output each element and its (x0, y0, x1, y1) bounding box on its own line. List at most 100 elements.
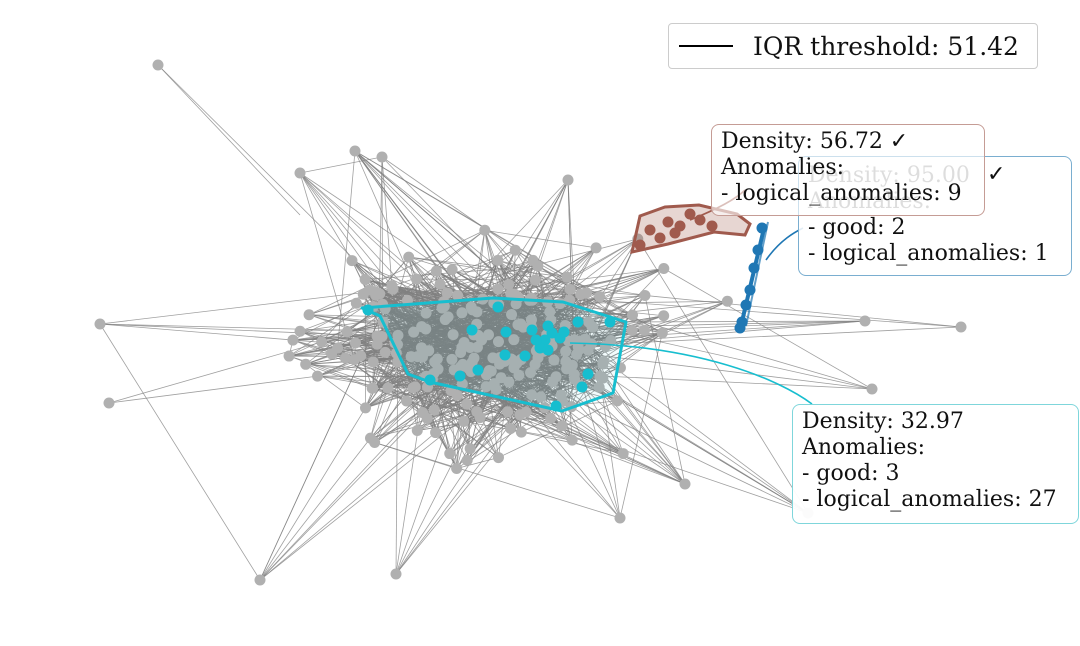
graph-node (94, 318, 106, 330)
graph-node (564, 283, 576, 295)
graph-node (349, 145, 361, 157)
graph-node (505, 422, 517, 434)
graph-node (461, 454, 473, 466)
cluster-node (756, 222, 768, 234)
graph-edge (663, 268, 873, 390)
graph-edge (587, 350, 624, 454)
graph-node (430, 265, 442, 277)
graph-node (866, 383, 878, 395)
cluster-node (499, 349, 511, 361)
cluster-node (582, 368, 594, 380)
graph-node (464, 443, 476, 455)
annotation-cluster-red: Density: 56.72 ✓ Anomalies: - logical_an… (711, 124, 985, 216)
graph-node (376, 330, 388, 342)
graph-edge (588, 320, 866, 323)
graph-node (614, 512, 626, 524)
graph-node (103, 397, 115, 409)
annotation-cluster-cyan: Density: 32.97 Anomalies: - good: 3 - lo… (792, 404, 1079, 524)
graph-node (658, 310, 670, 322)
graph-node (515, 426, 527, 438)
graph-node (430, 427, 442, 439)
cluster-blue-hull (738, 223, 767, 331)
graph-node (471, 406, 483, 418)
graph-node (529, 274, 541, 286)
graph-node (411, 425, 423, 437)
graph-node (566, 434, 578, 446)
graph-node (332, 342, 344, 354)
graph-edge (259, 432, 436, 581)
graph-edge (374, 442, 457, 469)
cluster-node (472, 364, 484, 376)
cluster-node (526, 324, 538, 336)
graph-node (367, 356, 379, 368)
graph-edge (308, 229, 485, 316)
graph-node (379, 346, 391, 358)
cluster-node (604, 316, 616, 328)
graph-node (390, 568, 402, 580)
graph-node (556, 420, 568, 432)
cluster-node (550, 400, 562, 412)
graph-edge (387, 387, 522, 433)
graph-node (458, 416, 470, 428)
cluster-node (734, 322, 746, 334)
graph-node (349, 337, 361, 349)
cluster-node (748, 262, 760, 274)
graph-node (859, 315, 871, 327)
annotation-anomalies-label: Anomalies: (802, 435, 926, 460)
graph-edge (299, 172, 353, 261)
cluster-node (542, 344, 554, 356)
graph-node (312, 370, 324, 382)
graph-node (254, 574, 266, 586)
cluster-node (634, 239, 646, 251)
graph-edge (559, 247, 597, 304)
cluster-node (752, 244, 764, 256)
cluster-node (572, 316, 584, 328)
graph-node (444, 448, 456, 460)
graph-node (639, 289, 651, 301)
cluster-node (644, 224, 656, 236)
graph-node (360, 402, 372, 414)
graph-edge (619, 332, 663, 519)
graph-node (503, 278, 515, 290)
graph-edge (484, 229, 597, 249)
legend-line-swatch (679, 45, 733, 47)
annotation-density: Density: 56.72 ✓ (721, 129, 909, 154)
graph-node (492, 283, 504, 295)
cluster-node (706, 220, 718, 232)
graph-node (479, 224, 491, 236)
graph-edge (544, 300, 571, 408)
graph-node (382, 382, 394, 394)
graph-node (303, 309, 315, 321)
graph-node (341, 326, 353, 338)
cluster-cyan (360, 296, 628, 413)
graph-edge (466, 376, 557, 461)
graph-node (300, 358, 312, 370)
annotation-item: - good: 2 (808, 215, 906, 240)
annotation-anomalies-label: Anomalies: (721, 155, 845, 180)
annotation-item: - good: 3 (802, 461, 900, 486)
graph-node (401, 395, 413, 407)
graph-node (594, 291, 606, 303)
graph-node (520, 406, 532, 418)
graph-node (639, 324, 651, 336)
graph-node (364, 432, 376, 444)
graph-node (617, 448, 629, 460)
graph-edge (395, 361, 399, 575)
graph-edge (108, 375, 318, 404)
cluster-node (530, 334, 542, 346)
cluster-node (492, 301, 504, 313)
cluster-node (576, 381, 588, 393)
graph-edge (157, 64, 301, 216)
annotation-item: - logical_anomalies: 9 (721, 181, 962, 206)
cluster-node (454, 370, 466, 382)
annotation-density: Density: 32.97 (802, 409, 964, 434)
graph-node (294, 167, 306, 179)
legend-label: IQR threshold: 51.42 (753, 31, 1019, 61)
graph-edge (370, 387, 389, 439)
graph-node (590, 242, 602, 254)
cluster-blue (734, 221, 769, 334)
graph-node (509, 244, 521, 256)
graph-node (658, 262, 670, 274)
graph-edge (513, 179, 569, 340)
check-icon: ✓ (987, 162, 1006, 187)
